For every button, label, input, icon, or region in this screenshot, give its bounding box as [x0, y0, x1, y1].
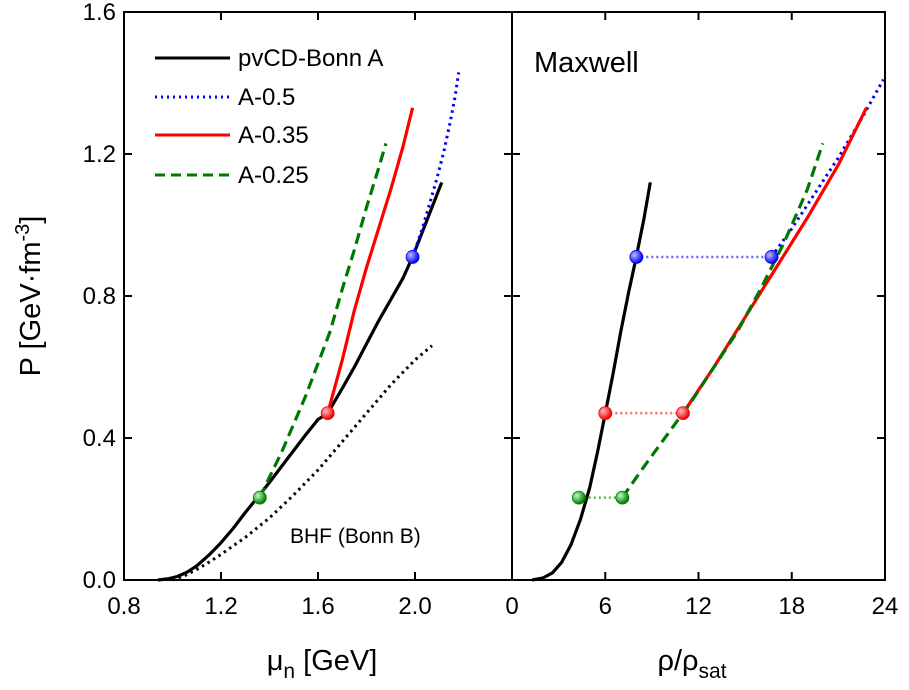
right-marker-1	[615, 490, 630, 505]
y-tick-label: 0.8	[83, 283, 116, 310]
right-marker-0	[571, 490, 586, 505]
left-marker-1	[320, 406, 335, 421]
y-axis-title: P [GeV·fm-3]	[12, 216, 47, 377]
right-marker-3	[676, 406, 690, 421]
left-x-axis-title: μn [GeV]	[267, 645, 378, 683]
legend-label-pvcd: pvCD-Bonn A	[238, 45, 383, 72]
left-marker-0	[252, 490, 267, 505]
right-plot-area	[531, 78, 885, 582]
legend-label-a025: A-0.25	[238, 162, 309, 189]
right-ticks: 0 6 12 18 24	[505, 11, 899, 620]
right-x-axis-title: ρ/ρsat	[657, 645, 726, 683]
y-tick-label: 0.4	[83, 425, 116, 452]
y-axis-title-sup: -3	[12, 224, 34, 242]
left-panel: 0.8 1.2 1.6 2.0 0.0 0.4 0.8 1.2 1.6 pvCD-Bonn A …	[83, 0, 513, 620]
legend-label-a05: A-0.5	[238, 84, 295, 111]
bhf-annotation: BHF (Bonn B)	[290, 525, 421, 548]
right-x-tick-label: 6	[599, 593, 612, 620]
right-series-line-1	[770, 78, 885, 258]
left-x-tick-label: 2.0	[398, 593, 431, 620]
right-marker-2	[598, 406, 613, 421]
left-marker-2	[405, 250, 420, 264]
left-series-line-0	[157, 181, 444, 582]
right-x-tick-label: 0	[505, 593, 518, 620]
legend: pvCD-Bonn A A-0.5 A-0.35 A-0.25	[155, 45, 383, 189]
right-frame	[511, 11, 886, 581]
right-x-tick-label: 18	[778, 593, 805, 620]
left-frame	[123, 11, 513, 581]
legend-label-a035: A-0.35	[238, 122, 309, 149]
right-marker-4	[629, 250, 644, 264]
y-tick-label: 1.6	[83, 0, 116, 26]
left-series-line-2	[411, 72, 461, 258]
right-series-line-0	[531, 182, 652, 582]
left-x-tick-label: 0.8	[107, 593, 140, 620]
left-series-line-3	[326, 107, 415, 414]
right-x-tick-label: 24	[872, 593, 899, 620]
left-series-line-4	[258, 142, 388, 499]
right-x-axis-title-sub: sat	[699, 660, 727, 683]
left-plot-area	[157, 72, 461, 582]
left-x-axis-title-sub: n	[283, 660, 295, 683]
left-x-tick-label: 1.6	[301, 593, 334, 620]
y-tick-label: 1.2	[83, 141, 116, 168]
left-ticks: 0.8 1.2 1.6 2.0 0.0 0.4 0.8 1.2 1.6	[83, 0, 512, 620]
panel-title-maxwell: Maxwell	[534, 47, 639, 79]
right-x-tick-label: 12	[685, 593, 712, 620]
y-tick-label: 0.0	[83, 567, 116, 594]
right-panel: 0 6 12 18 24 Maxwell	[505, 11, 899, 620]
left-x-tick-label: 1.2	[204, 593, 237, 620]
right-marker-5	[764, 250, 779, 264]
right-series-line-3	[620, 142, 825, 499]
